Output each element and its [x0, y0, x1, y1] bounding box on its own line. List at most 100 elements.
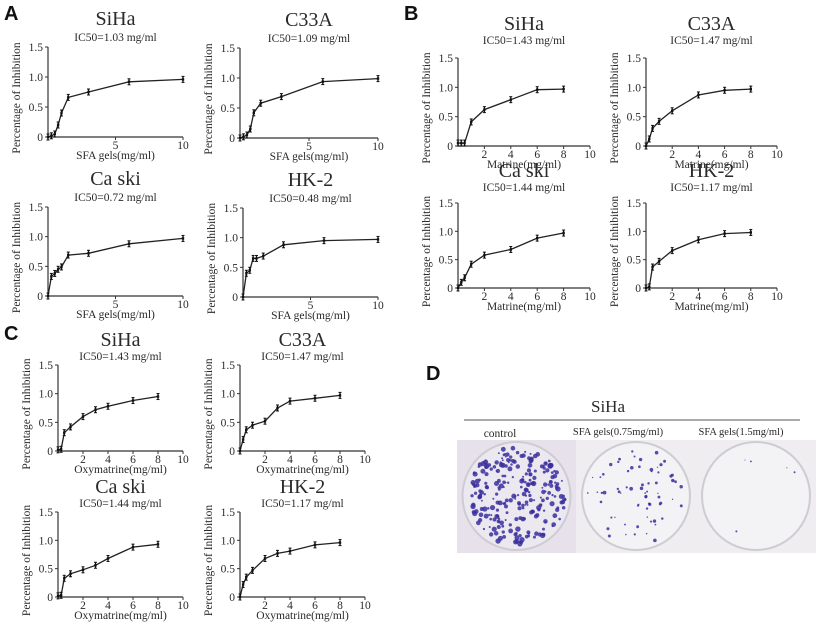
x-tick-label: 6: [130, 454, 136, 466]
chart-subtitle: IC50=1.43 mg/ml: [79, 351, 162, 363]
x-axis-label: SFA gels(mg/ml): [76, 150, 155, 162]
data-point: [469, 118, 473, 126]
colony: [638, 465, 641, 469]
data-point: [245, 131, 249, 139]
chart-title: HK-2: [280, 476, 326, 498]
y-tick-label: 1.5: [29, 42, 44, 54]
x-tick-label: 6: [722, 291, 728, 303]
colony: [502, 534, 507, 539]
x-tick-label: 2: [80, 600, 86, 612]
x-tick-label: 4: [287, 600, 293, 612]
y-tick-label: 0.5: [627, 255, 642, 267]
marker: [460, 141, 463, 145]
petri-dish: [581, 441, 691, 551]
colony: [554, 470, 559, 475]
colony: [494, 460, 499, 465]
colony: [495, 468, 500, 473]
x-axis-label: Matrine(mg/ml): [674, 159, 748, 171]
colony: [793, 471, 796, 474]
x-tick-label: 6: [722, 149, 728, 161]
colony: [529, 456, 534, 461]
marker: [536, 88, 539, 91]
marker: [60, 111, 63, 115]
x-axis-label: Oxymatrine(mg/ml): [256, 464, 349, 476]
data-point: [56, 592, 60, 600]
colony: [610, 516, 613, 519]
marker: [56, 448, 60, 452]
colony: [485, 465, 488, 467]
colony: [511, 459, 516, 464]
colony: [558, 493, 564, 499]
colony: [541, 486, 544, 489]
marker: [460, 281, 463, 284]
colony: [527, 463, 533, 468]
marker: [251, 569, 254, 572]
data-point: [241, 293, 245, 301]
colony: [539, 496, 542, 499]
colony: [528, 498, 533, 503]
chart-subtitle: IC50=1.17 mg/ml: [261, 498, 344, 510]
x-tick-label: 10: [359, 454, 371, 466]
colony: [600, 491, 603, 495]
marker: [245, 133, 249, 137]
data-point: [181, 234, 185, 242]
marker: [456, 141, 460, 145]
y-tick-label: 0.5: [627, 112, 642, 124]
data-point: [56, 265, 60, 273]
data-point: [252, 109, 256, 117]
data-point: [156, 393, 160, 401]
series-line: [47, 237, 184, 297]
colony: [522, 517, 526, 521]
data-point: [670, 107, 674, 115]
colony: [653, 538, 657, 543]
y-tick-label: 0.5: [29, 261, 44, 273]
colony: [514, 517, 519, 522]
colony: [646, 516, 649, 518]
marker: [248, 269, 251, 272]
x-tick-label: 2: [669, 149, 675, 161]
colony: [549, 501, 555, 507]
colony: [510, 445, 516, 451]
colony: [532, 535, 536, 539]
data-point: [276, 549, 279, 557]
y-tick-label: 1.0: [221, 535, 236, 547]
colony: [480, 460, 486, 467]
y-tick-label: 1.5: [627, 53, 642, 65]
colony: [523, 480, 527, 484]
colony: [504, 481, 507, 484]
data-point: [288, 547, 292, 555]
colony: [547, 459, 551, 463]
colony: [609, 462, 613, 467]
y-tick-label: 1.0: [29, 72, 44, 84]
marker: [87, 252, 90, 255]
data-point: [749, 228, 753, 236]
colony: [647, 482, 650, 485]
chart-title: C33A: [285, 9, 333, 31]
colony: [504, 519, 507, 522]
colony: [495, 492, 499, 496]
marker: [376, 238, 380, 241]
y-tick-label: 1.0: [627, 226, 642, 238]
marker: [562, 231, 565, 235]
data-point: [463, 139, 467, 147]
chart-title: Ca ski: [90, 168, 141, 190]
colony: [527, 490, 531, 494]
colony: [488, 532, 494, 537]
colony: [510, 463, 513, 466]
colony: [599, 500, 603, 504]
data-point: [181, 75, 185, 83]
marker: [63, 577, 66, 580]
marker: [50, 275, 53, 278]
marker: [288, 399, 292, 403]
chart-title: Ca ski: [95, 476, 146, 498]
marker: [313, 397, 317, 400]
panel-label-b: B: [404, 3, 418, 25]
colony: [629, 486, 634, 491]
y-tick-label: 0.5: [221, 103, 236, 115]
colony: [521, 503, 525, 508]
x-tick-label: 8: [337, 600, 343, 612]
colony: [542, 464, 545, 468]
data-point: [255, 254, 258, 262]
data-point: [59, 591, 63, 599]
chart-subtitle: IC50=1.17 mg/ml: [670, 182, 753, 194]
